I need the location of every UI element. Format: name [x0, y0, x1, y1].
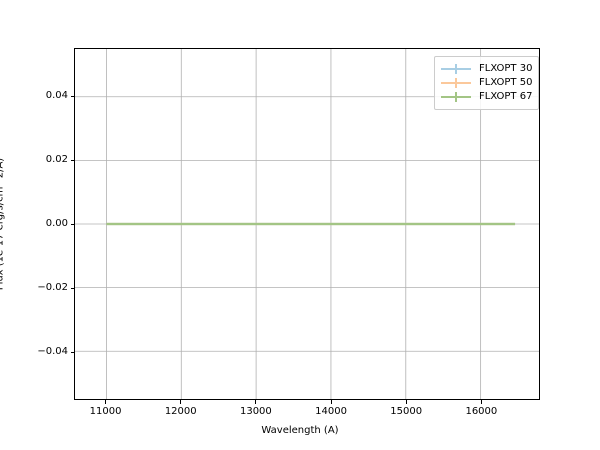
x-tick-label: 15000: [390, 406, 423, 417]
y-tick-label: 0.04: [45, 90, 68, 101]
x-axis-tick: [330, 400, 332, 404]
legend-entry: FLXOPT 30: [441, 62, 532, 76]
x-axis-label: Wavelength (A): [261, 425, 339, 436]
y-axis-tick: [70, 95, 74, 97]
y-tick-label: −0.04: [37, 346, 68, 357]
y-axis-tick: [70, 223, 74, 225]
x-tick-label: 16000: [465, 406, 498, 417]
legend-label: FLXOPT 50: [479, 77, 533, 88]
chart-legend: FLXOPT 30 FLXOPT 50 FLXOPT 67: [434, 56, 540, 110]
y-axis-label-text: Flux (1e-17 erg/s/cm^2/A): [0, 157, 6, 291]
x-axis-tick: [255, 400, 257, 404]
legend-entry: FLXOPT 67: [441, 90, 532, 104]
legend-errorbar-icon: [441, 63, 471, 75]
y-axis-tick: [70, 351, 74, 353]
legend-errorbar-icon: [441, 77, 471, 89]
legend-errorbar-icon: [441, 91, 471, 103]
y-axis-tick: [70, 287, 74, 289]
y-tick-label: −0.02: [37, 282, 68, 293]
y-tick-label: 0.02: [45, 154, 68, 165]
x-axis-tick: [105, 400, 107, 404]
legend-label: FLXOPT 30: [479, 63, 533, 74]
plot-canvas: [75, 49, 539, 399]
x-axis-tick: [405, 400, 407, 404]
x-tick-label: 13000: [239, 406, 272, 417]
x-axis-tick: [480, 400, 482, 404]
y-axis-tick: [70, 159, 74, 161]
x-axis-tick: [180, 400, 182, 404]
x-tick-label: 11000: [89, 406, 122, 417]
y-tick-label: 0.00: [45, 218, 68, 229]
x-tick-label: 12000: [164, 406, 197, 417]
legend-label: FLXOPT 67: [479, 91, 533, 102]
legend-entry: FLXOPT 50: [441, 76, 532, 90]
x-tick-label: 14000: [315, 406, 347, 417]
